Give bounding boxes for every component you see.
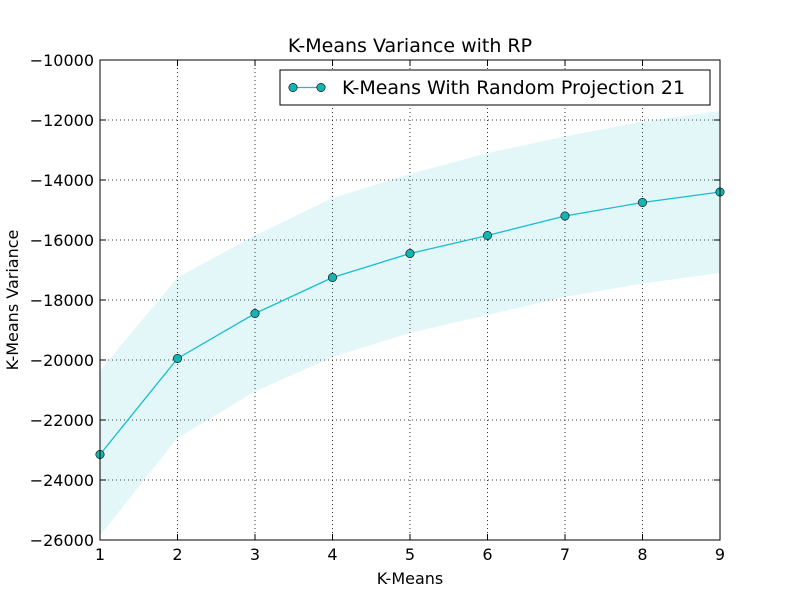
legend: K-Means With Random Projection 21	[279, 69, 711, 106]
x-tick-label: 3	[250, 545, 260, 564]
series-layer	[95, 187, 725, 459]
data-point	[250, 308, 260, 318]
y-axis-label: K-Means Variance	[3, 230, 22, 371]
y-tick-label: −18000	[30, 291, 94, 310]
data-point	[560, 211, 570, 221]
data-point	[173, 353, 183, 363]
x-tick-label: 4	[327, 545, 337, 564]
y-tick-label: −10000	[30, 51, 94, 70]
x-tick-label: 7	[560, 545, 570, 564]
y-tick-label: −16000	[30, 231, 94, 250]
axis-ticks: 1 2 3 4 5 6 7 8 9 −26000 −24000 −22000 −20000 −18000 −…	[30, 51, 725, 564]
legend-label: K-Means With Random Projection 21	[342, 77, 685, 99]
y-tick-label: −26000	[30, 531, 94, 550]
y-tick-label: −14000	[30, 171, 94, 190]
y-tick-label: −20000	[30, 351, 94, 370]
x-tick-label: 8	[637, 545, 647, 564]
y-tick-label: −24000	[30, 471, 94, 490]
data-point	[405, 249, 415, 259]
y-tick-label: −22000	[30, 411, 94, 430]
x-tick-label: 6	[482, 545, 492, 564]
legend-marker-left	[288, 83, 298, 93]
x-tick-label: 9	[715, 545, 725, 564]
x-tick-label: 1	[95, 545, 105, 564]
data-point	[327, 272, 337, 282]
data-point	[637, 198, 647, 208]
x-tick-label: 5	[405, 545, 415, 564]
x-tick-label: 2	[172, 545, 182, 564]
legend-box	[279, 69, 711, 106]
grid-lines	[100, 60, 720, 540]
x-axis-label: K-Means	[377, 569, 444, 588]
y-tick-label: −12000	[30, 111, 94, 130]
data-point	[482, 231, 492, 241]
legend-marker-right	[316, 83, 326, 93]
chart-title: K-Means Variance with RP	[288, 35, 532, 57]
